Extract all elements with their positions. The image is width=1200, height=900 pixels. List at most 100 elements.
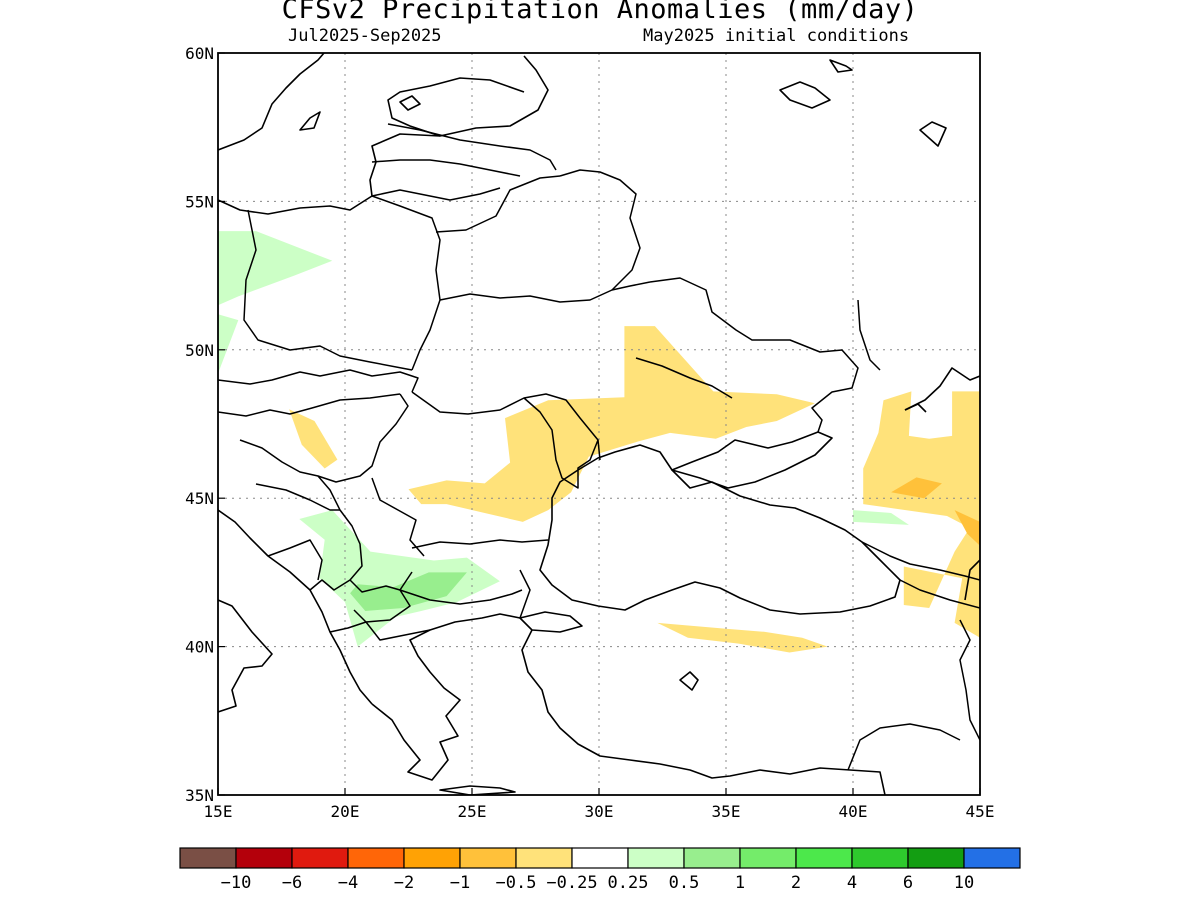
lon-tick-label: 45E [966, 802, 995, 821]
colorbar-swatch [907, 847, 965, 869]
colorbar-swatch [795, 847, 853, 869]
border-moldova [523, 397, 599, 489]
border-hungary-romania [317, 393, 409, 483]
lat-tick-label: 50N [185, 341, 214, 360]
border-turkey-north [899, 579, 980, 609]
border-austria-hungary [218, 393, 401, 417]
colorbar-swatch [683, 847, 741, 869]
lon-tick-label: 20E [331, 802, 360, 821]
lat-tick-label: 40N [185, 638, 214, 657]
border-estonia [387, 123, 557, 171]
colorbar-label: −4 [338, 873, 358, 893]
country-borders [218, 123, 980, 771]
lon-tick-label: 30E [585, 802, 614, 821]
lon-tick-label: 15E [204, 802, 233, 821]
colorbar-label: −6 [282, 873, 302, 893]
lake-ladoga [779, 81, 831, 109]
border-bosnia-south [267, 539, 323, 581]
border-poland-west [243, 209, 413, 371]
anomaly-region-caucasus-south-russia [863, 391, 980, 638]
border-baltics-lithuania [371, 187, 501, 201]
anomaly-region-romania-moldova-ukraine [408, 326, 815, 522]
colorbar-label: −2 [394, 873, 414, 893]
adriatic-coast [218, 509, 373, 705]
anomaly-region-north-macedonia-bulgaria-core [350, 572, 467, 611]
chart-title: CFSv2 Precipitation Anomalies (mm/day) [281, 0, 919, 25]
colorbar-swatch [851, 847, 909, 869]
colorbar-label: 4 [847, 873, 857, 893]
anomaly-region-stavropol [891, 477, 942, 499]
anomaly-region-hungary-croatia [289, 409, 338, 469]
anomaly-region-caucasus-north [853, 510, 909, 525]
baltic-coast [218, 55, 549, 215]
turkey-coast [521, 629, 886, 795]
gotland-island [299, 111, 321, 131]
anomaly-region-turkey-north-coast [657, 622, 828, 653]
border-romania-ukraine [411, 391, 601, 461]
anomaly-region-dagestan [954, 510, 980, 546]
colorbar-label: 1 [735, 873, 745, 893]
lon-tick-label: 25E [458, 802, 487, 821]
rybinsk-reservoir [919, 121, 947, 147]
colorbar-label: −1 [450, 873, 470, 893]
border-belarus-east [559, 169, 641, 291]
tsimlyansk-reservoir [904, 403, 927, 413]
colorbar-label: 10 [954, 873, 974, 893]
border-belarus-north [435, 175, 561, 233]
colorbar-swatch [291, 847, 349, 869]
anomaly-region-czechia-west [218, 314, 239, 374]
border-bulgaria-north [411, 539, 549, 549]
border-turkey-east [959, 619, 980, 741]
colorbar-swatch [739, 847, 797, 869]
lon-tick-label: 40E [839, 802, 868, 821]
marmara-coast [519, 611, 583, 633]
caspian-east [964, 559, 980, 601]
anomaly-fill-layer [218, 231, 980, 653]
colorbar-label: −0.25 [546, 873, 597, 893]
dnieper-reservoir [635, 357, 733, 399]
italy-coast [218, 599, 273, 713]
border-albania-greece [329, 621, 431, 641]
lat-tick-label: 35N [185, 786, 214, 805]
colorbar-swatch [571, 847, 629, 869]
anomaly-region-poland-czechia-border [218, 231, 333, 306]
forecast-period: Jul2025-Sep2025 [288, 26, 442, 46]
saaremaa-island [399, 95, 421, 111]
azov-sea-coast [671, 431, 833, 489]
sweden-coast [218, 53, 325, 151]
greece-coast [371, 613, 521, 781]
border-turkey-greece [519, 569, 531, 619]
colorbar-label: 2 [791, 873, 801, 893]
lake-onega [829, 59, 853, 73]
colorbar-swatch [403, 847, 461, 869]
crete-island [439, 785, 516, 795]
colorbar-swatch [515, 847, 573, 869]
gulf-of-finland-coast [387, 77, 525, 137]
border-latvia [371, 159, 521, 177]
caspian-coast [904, 367, 980, 411]
border-slovenia-croatia [239, 439, 341, 511]
colorbar-label: 6 [903, 873, 913, 893]
colorbar-swatch [627, 847, 685, 869]
colorbar: −10 −6 −4 −2 −1 −0.5 −0.25 0.25 0.5 1 2 4 6 10 [179, 847, 1021, 893]
colorbar-label: −0.5 [496, 873, 537, 893]
colorbar-swatch [963, 847, 1021, 869]
colorbar-label: 0.25 [608, 873, 649, 893]
border-caucasus [861, 541, 980, 581]
border-serbia-romania [371, 477, 425, 557]
lat-tick-label: 60N [185, 44, 214, 63]
colorbar-label: −10 [221, 873, 252, 893]
colorbar-swatch [179, 847, 237, 869]
coastlines-and-borders [218, 53, 980, 795]
lon-tick-label: 35E [712, 802, 741, 821]
colorbar-swatch [347, 847, 405, 869]
colorbar-swatch [235, 847, 293, 869]
axis-ticks: 15E 20E 25E 30E 35E 40E 45E 60N 55N 50N 45N 40N 35N [185, 44, 994, 821]
border-poland-east [371, 195, 441, 371]
border-russia-ukraine [649, 277, 859, 433]
border-serbia [309, 509, 363, 591]
anomaly-region-serbia-n-macedonia-bulgaria [299, 510, 500, 647]
lat-lon-gridlines [218, 53, 980, 795]
initial-conditions: May2025 initial conditions [643, 26, 910, 46]
border-turkey-syria [847, 723, 961, 771]
